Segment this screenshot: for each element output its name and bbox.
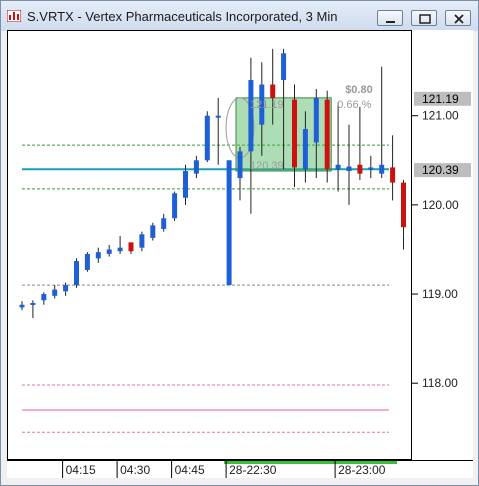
measure-percent-label: 0.66 %: [337, 99, 371, 111]
time-tick-label-3: 28-22:30: [229, 463, 277, 477]
candle-body-8: [106, 249, 112, 254]
candle-body-20: [237, 151, 243, 179]
time-axis[interactable]: 04:15 04:30 04:45 28-22:30 28-23:00: [7, 460, 473, 478]
price-tag-label-0: 121.19: [422, 92, 459, 106]
price-tag-label-1: 120.39: [422, 163, 459, 177]
candle-body-5: [74, 261, 79, 286]
candle-body-17: [204, 115, 210, 161]
maximize-button[interactable]: [411, 10, 437, 26]
candle-body-4: [63, 285, 69, 292]
candle-body-16: [193, 160, 199, 174]
candle-body-34: [390, 167, 396, 183]
time-tick-label-2: 04:45: [175, 463, 205, 477]
candle-body-29: [335, 164, 341, 170]
title-bar[interactable]: S.VRTX - Vertex Pharmaceuticals Incorpor…: [1, 1, 478, 31]
candle-body-30: [346, 166, 352, 171]
candle-body-15: [183, 170, 188, 198]
candlestick-plot: $0.80 0.66 % 121.19 120.39: [19, 48, 406, 433]
candle-body-7: [95, 252, 101, 259]
minimize-icon: [386, 21, 395, 23]
price-tag-box-0: [414, 91, 471, 106]
candle-body-27: [313, 97, 319, 143]
candle-body-1: [30, 302, 36, 305]
candle-body-35: [401, 182, 406, 228]
candle-body-13: [161, 218, 167, 229]
candle-body-10: [128, 242, 134, 252]
measure-bottom-price-label: 120.39: [250, 160, 284, 172]
close-icon: [454, 14, 464, 24]
price-tick-label-3: 118.00: [422, 376, 458, 390]
measure-change-label: $0.80: [345, 84, 373, 96]
close-button[interactable]: [445, 10, 471, 26]
candle-body-19: [226, 160, 232, 286]
chart-app-icon: [7, 10, 21, 22]
plot-area[interactable]: $0.80 0.66 % 121.19 120.39: [7, 30, 412, 460]
time-tick-label-0: 04:15: [66, 463, 96, 477]
window-title: S.VRTX - Vertex Pharmaceuticals Incorpor…: [27, 9, 338, 24]
time-tick-label-4: 28-23:00: [338, 463, 386, 477]
candle-body-6: [84, 253, 90, 270]
minimize-button[interactable]: [377, 10, 403, 26]
candle-body-33: [379, 164, 385, 174]
price-tag-box-1: [414, 163, 471, 178]
candle-body-32: [368, 167, 374, 170]
price-tick-label-1: 120.00: [422, 198, 459, 212]
candle-body-25: [292, 99, 297, 168]
candle-body-14: [172, 193, 178, 219]
candle-body-31: [357, 164, 363, 174]
candle-body-22: [259, 84, 265, 125]
candle-body-23: [270, 84, 276, 98]
measure-top-price-label: 121.19: [250, 99, 284, 111]
candle-body-3: [52, 289, 58, 296]
price-tick-label-2: 119.00: [422, 287, 458, 301]
candle-body-11: [139, 234, 145, 248]
candle-body-2: [41, 294, 47, 301]
candle-body-24: [281, 53, 287, 81]
candle-body-28: [324, 99, 330, 170]
price-axis-scale: 121.00 120.00 119.00 118.00 121.19 120.39: [412, 91, 471, 390]
time-tick-label-1: 04:30: [120, 463, 150, 477]
price-tick-label-0: 121.00: [422, 109, 459, 123]
candle-body-18: [215, 115, 221, 118]
price-axis[interactable]: 121.00 120.00 119.00 118.00 121.19 120.39: [412, 30, 473, 460]
candle-body-26: [302, 129, 308, 170]
time-axis-scale: 04:15 04:30 04:45 28-22:30 28-23:00: [62, 461, 397, 478]
candle-body-0: [19, 304, 25, 308]
candle-body-21: [248, 80, 254, 152]
candle-body-9: [117, 247, 123, 252]
session-bar: [224, 461, 397, 464]
maximize-icon: [419, 14, 431, 24]
candle-body-12: [150, 225, 156, 238]
